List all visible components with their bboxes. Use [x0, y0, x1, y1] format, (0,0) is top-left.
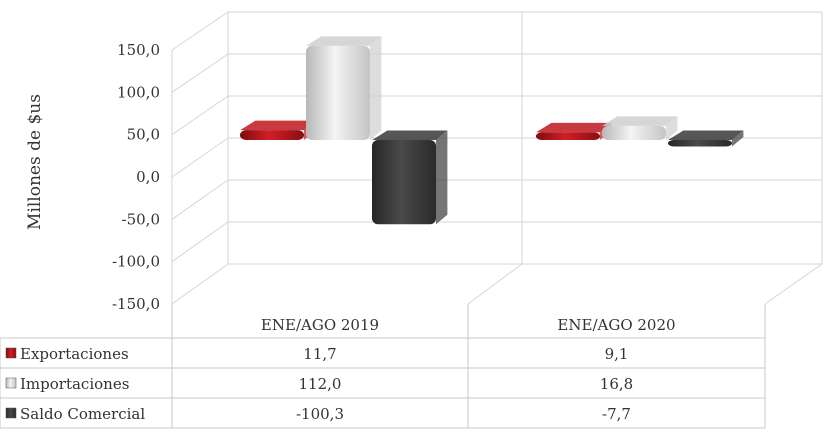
gridline-side [171, 137, 229, 178]
gridline-side [171, 179, 229, 220]
legend-label: Exportaciones [20, 345, 129, 363]
bar-importaciones [602, 116, 678, 140]
table-value: -100,3 [296, 405, 344, 423]
bar-side-face [732, 130, 744, 147]
y-tick-label: 50,0 [127, 126, 160, 144]
bar-top-face [372, 130, 448, 140]
table-value: 9,1 [605, 345, 629, 363]
category-label: ENE/AGO 2019 [261, 316, 379, 334]
gridline-side [171, 221, 229, 263]
bar-top-face [602, 116, 678, 126]
bar-front-face [536, 132, 600, 140]
bar-front-face [602, 125, 666, 140]
bar-side-face [666, 116, 678, 140]
gridline-side [171, 53, 229, 93]
table-value: 16,8 [600, 375, 633, 393]
y-tick-label: 100,0 [117, 83, 160, 101]
bar-side-face [370, 36, 382, 140]
bar-saldo-comercial [372, 130, 448, 225]
bar-side-face [436, 130, 448, 225]
bar-top-face [306, 36, 382, 46]
y-tick-label: -100,0 [112, 253, 160, 271]
gridline-side [171, 11, 229, 51]
y-tick-label: 150,0 [117, 41, 160, 59]
floor-right-edge [764, 263, 823, 305]
y-tick-label: -50,0 [122, 210, 160, 228]
table-value: 11,7 [303, 345, 336, 363]
bar-top-face [240, 120, 316, 131]
data-table: ENE/AGO 2019 ENE/AGO 2020 Exportaciones 11,… [0, 304, 766, 429]
floor-divider [467, 263, 523, 305]
legend-label: Saldo Comercial [20, 405, 145, 423]
table-value: 112,0 [299, 375, 342, 393]
legend-key [5, 407, 17, 419]
legend-key [5, 377, 17, 389]
bar-top-face [536, 122, 612, 133]
bars [240, 36, 744, 225]
category-label: ENE/AGO 2020 [557, 316, 675, 334]
table-value: -7,7 [602, 405, 631, 423]
gridline-side [171, 95, 229, 136]
y-tick-label: 0,0 [136, 168, 160, 186]
bar-front-face [240, 130, 304, 140]
bar-top-face [668, 130, 744, 140]
y-axis: 150,0 100,0 50,0 0,0 -50,0 -100,0 -150,0 [112, 41, 160, 313]
legend-label: Importaciones [20, 375, 129, 393]
bar-front-face [668, 140, 732, 147]
bar-importaciones [306, 36, 382, 140]
bar-exportaciones [240, 120, 316, 140]
bar-saldo-comercial [668, 130, 744, 147]
y-tick-label: -150,0 [112, 295, 160, 313]
y-axis-label: Millones de $us [25, 94, 45, 230]
floor-left-edge [171, 263, 229, 305]
legend-key [5, 347, 17, 359]
bar-exportaciones [536, 122, 612, 140]
chart-walls [171, 11, 823, 305]
bar-front-face [306, 45, 370, 140]
bar-front-face [372, 140, 436, 225]
